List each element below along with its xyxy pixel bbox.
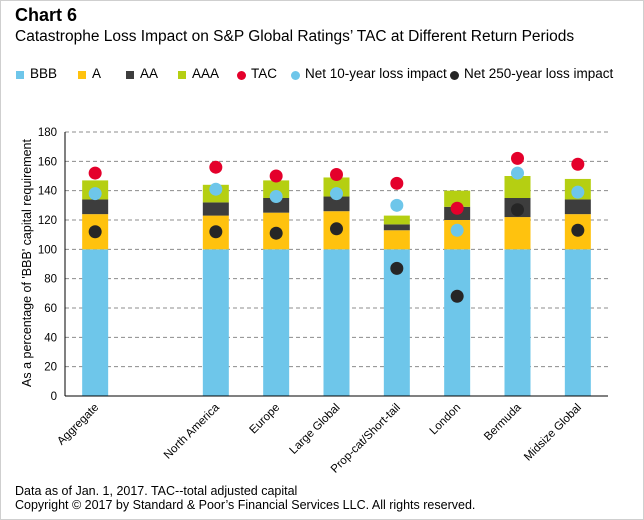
legend-label-tac: TAC <box>251 66 277 81</box>
marker-tac-london <box>450 201 464 215</box>
marker-tac-large-global <box>330 168 343 182</box>
marker-net-250-year-loss-impact-bermuda <box>511 203 524 217</box>
marker-tac-prop-cat-short-tail <box>390 176 404 190</box>
x-tick-label-prop-cat-short-tail: Prop-cat/Short-tail <box>329 402 403 476</box>
y-tick-label-20: 20 <box>44 362 57 374</box>
bar-bbb-london <box>444 249 471 396</box>
legend-swatch-net-10-year <box>291 71 300 80</box>
legend-swatch-net-250-year <box>450 71 459 80</box>
chart-plot: 0 20 40 60 80 100 120 140 160 180 Aggregate North A… <box>20 127 608 476</box>
footnote-copyright: Copyright © 2017 by Standard & Poor’s Fi… <box>15 498 476 512</box>
markers <box>88 151 585 303</box>
bar-aaa-large-global <box>323 177 350 197</box>
footnote-data-note: Data as of Jan. 1, 2017. TAC--total adju… <box>15 484 298 498</box>
bar-a-bermuda <box>504 217 531 250</box>
marker-tac-bermuda <box>511 151 524 165</box>
x-tick-label-london: London <box>428 402 464 438</box>
marker-tac-europe <box>269 169 283 183</box>
marker-net-10-year-loss-impact-large-global <box>330 187 343 201</box>
bar-aaa-prop-cat-short-tail <box>383 215 410 225</box>
marker-net-10-year-loss-impact-north-america <box>209 182 223 196</box>
marker-net-10-year-loss-impact-london <box>450 223 464 237</box>
bar-bbb-large-global <box>323 249 350 396</box>
marker-tac-north-america <box>209 160 223 174</box>
marker-tac-aggregate <box>88 166 102 180</box>
x-tick-label-midsize-global: Midsize Global <box>522 402 584 464</box>
marker-net-10-year-loss-impact-prop-cat-short-tail <box>390 198 404 212</box>
bar-aa-europe <box>263 198 290 213</box>
marker-net-250-year-loss-impact-north-america <box>209 225 223 239</box>
marker-net-10-year-loss-impact-europe <box>269 190 283 204</box>
y-tick-label-120: 120 <box>38 215 57 227</box>
bar-bbb-north-america <box>202 249 229 396</box>
chart-number: Chart 6 <box>15 5 78 25</box>
x-tick-label-europe: Europe <box>248 402 283 437</box>
y-tick-label-40: 40 <box>44 332 57 344</box>
y-axis-title: As a percentage of 'BBB' capital require… <box>20 138 34 386</box>
marker-net-250-year-loss-impact-europe <box>269 226 283 240</box>
bar-bbb-bermuda <box>504 249 531 396</box>
marker-net-250-year-loss-impact-london <box>450 289 464 303</box>
y-tick-label-0: 0 <box>51 391 57 403</box>
bar-aa-north-america <box>202 202 229 216</box>
y-tick-label-160: 160 <box>38 156 57 168</box>
bar-aa-midsize-global <box>564 199 591 215</box>
x-tick-label-bermuda: Bermuda <box>482 401 524 443</box>
marker-net-10-year-loss-impact-bermuda <box>511 166 524 180</box>
y-tick-label-60: 60 <box>44 303 57 315</box>
marker-net-250-year-loss-impact-aggregate <box>88 225 102 239</box>
legend-label-bbb: BBB <box>30 66 58 81</box>
legend-label-net-250-year: Net 250-year loss impact <box>464 66 614 81</box>
bar-aa-large-global <box>323 196 350 212</box>
bar-a-prop-cat-short-tail <box>383 230 410 250</box>
legend-swatch-aaa <box>178 71 186 79</box>
bar-bbb-aggregate <box>82 249 109 396</box>
bar-bbb-europe <box>263 249 290 396</box>
bar-aaa-europe <box>263 180 290 198</box>
x-tick-label-aggregate: Aggregate <box>55 402 101 448</box>
y-tick-label-80: 80 <box>44 274 57 286</box>
legend-swatch-tac <box>237 71 246 80</box>
legend-swatch-bbb <box>16 71 24 79</box>
bar-bbb-midsize-global <box>564 249 591 396</box>
bars <box>82 176 591 396</box>
bar-aaa-london <box>444 190 471 207</box>
marker-tac-midsize-global <box>571 157 585 171</box>
marker-net-10-year-loss-impact-midsize-global <box>571 185 585 199</box>
y-tick-label-180: 180 <box>38 127 57 139</box>
bar-aaa-bermuda <box>504 176 531 198</box>
bar-aa-aggregate <box>82 199 109 215</box>
legend-label-net-10-year: Net 10-year loss impact <box>305 66 447 81</box>
x-tick-label-north-america: North America <box>162 401 222 461</box>
legend-label-a: A <box>92 66 102 81</box>
y-tick-label-100: 100 <box>38 244 57 256</box>
marker-net-250-year-loss-impact-prop-cat-short-tail <box>390 261 404 275</box>
marker-net-250-year-loss-impact-midsize-global <box>571 223 585 237</box>
legend-swatch-a <box>78 71 86 79</box>
legend-swatch-aa <box>126 71 134 79</box>
legend-label-aa: AA <box>140 66 159 81</box>
y-tick-label-140: 140 <box>38 186 57 198</box>
chart-title: Catastrophe Loss Impact on S&P Global Ra… <box>15 28 575 45</box>
x-tick-label-large-global: Large Global <box>288 402 343 457</box>
marker-net-250-year-loss-impact-large-global <box>330 222 343 236</box>
legend-label-aaa: AAA <box>192 66 220 81</box>
bar-aa-prop-cat-short-tail <box>383 224 410 231</box>
marker-net-10-year-loss-impact-aggregate <box>88 187 102 201</box>
